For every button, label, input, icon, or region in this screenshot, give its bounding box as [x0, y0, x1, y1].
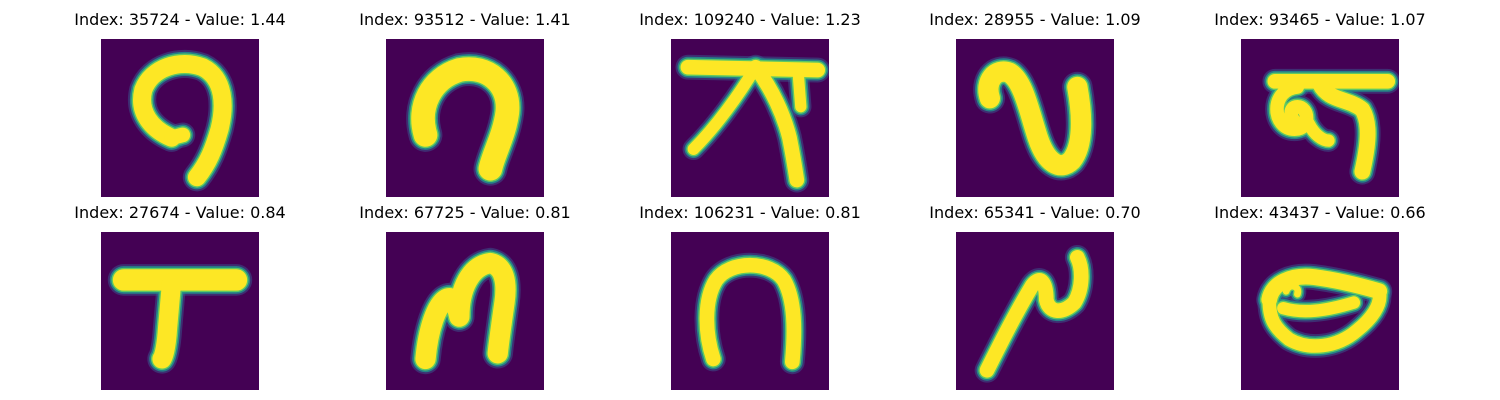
glyph-image [386, 39, 544, 197]
glyph-stroke [1277, 296, 1361, 318]
glyph-stroke [792, 64, 807, 113]
image-panel: Index: 93465 - Value: 1.07 [1170, 5, 1470, 197]
glyph-stroke [411, 57, 520, 181]
panel-title: Index: 28955 - Value: 1.09 [929, 10, 1141, 29]
glyph-image [1241, 232, 1399, 390]
glyph-stroke [978, 61, 1092, 176]
image-panel: Index: 93512 - Value: 1.41 [315, 5, 615, 197]
glyph-stroke [1312, 76, 1376, 180]
glyph-stroke [164, 127, 191, 146]
glyph-image [671, 232, 829, 390]
panel-title: Index: 27674 - Value: 0.84 [74, 203, 286, 222]
glyph-stroke [748, 59, 805, 188]
panel-title: Index: 67725 - Value: 0.81 [359, 203, 571, 222]
glyph-stroke [699, 257, 802, 370]
glyph-image [671, 39, 829, 197]
image-panel: Index: 27674 - Value: 0.84 [30, 198, 330, 390]
panel-title: Index: 106231 - Value: 0.81 [639, 203, 861, 222]
glyph-stroke [152, 273, 182, 369]
glyph-stroke [979, 250, 1089, 378]
glyph-image [101, 232, 259, 390]
glyph-image [956, 39, 1114, 197]
panel-title: Index: 93512 - Value: 1.41 [359, 10, 571, 29]
panel-title: Index: 43437 - Value: 0.66 [1214, 203, 1426, 222]
image-panel: Index: 65341 - Value: 0.70 [885, 198, 1185, 390]
glyph-image [101, 39, 259, 197]
image-panel: Index: 28955 - Value: 1.09 [885, 5, 1185, 197]
image-panel: Index: 109240 - Value: 1.23 [600, 5, 900, 197]
glyph-stroke [1282, 282, 1302, 298]
glyph-stroke [1262, 284, 1387, 353]
glyph-image [956, 232, 1114, 390]
glyph-stroke [687, 61, 762, 155]
panel-title: Index: 93465 - Value: 1.07 [1214, 10, 1426, 29]
glyph-stroke [133, 55, 232, 187]
panel-title: Index: 109240 - Value: 1.23 [639, 10, 861, 29]
panel-title: Index: 65341 - Value: 0.70 [929, 203, 1141, 222]
image-panel: Index: 43437 - Value: 0.66 [1170, 198, 1470, 390]
panel-title: Index: 35724 - Value: 1.44 [74, 10, 286, 29]
glyph-stroke [1302, 117, 1335, 147]
glyph-stroke [415, 252, 516, 370]
image-panel: Index: 67725 - Value: 0.81 [315, 198, 615, 390]
glyph-image [1241, 39, 1399, 197]
glyph-image [386, 232, 544, 390]
glyph-stroke [1261, 268, 1388, 308]
image-panel: Index: 35724 - Value: 1.44 [30, 5, 330, 197]
image-panel: Index: 106231 - Value: 0.81 [600, 198, 900, 390]
